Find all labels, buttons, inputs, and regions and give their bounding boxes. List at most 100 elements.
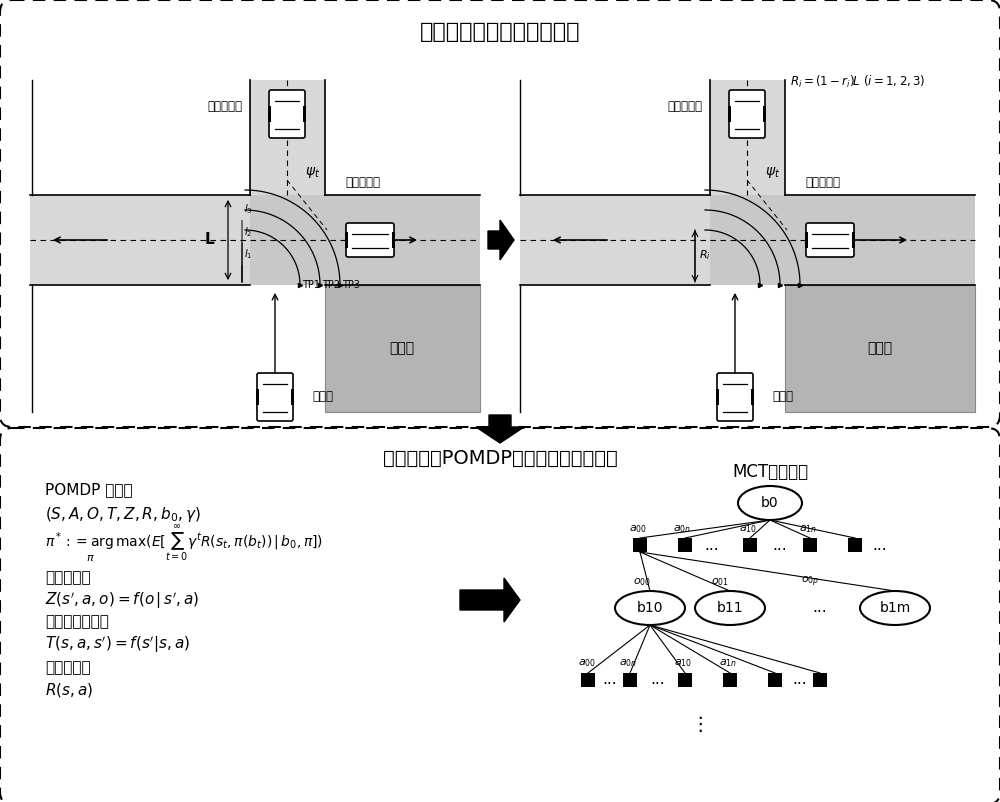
Bar: [291, 389, 294, 405]
Polygon shape: [250, 195, 480, 285]
Text: 无人车: 无人车: [312, 391, 333, 403]
Text: b1m: b1m: [879, 601, 911, 615]
Text: 无人车: 无人车: [772, 391, 793, 403]
Bar: [785, 285, 975, 412]
Text: $(S,A,O,T,Z,R,b_0,\gamma)$: $(S,A,O,T,Z,R,b_0,\gamma)$: [45, 505, 201, 525]
Text: $a_{0n}$: $a_{0n}$: [619, 657, 637, 669]
Bar: [392, 232, 395, 248]
Text: b11: b11: [717, 601, 743, 615]
FancyArrow shape: [476, 415, 524, 443]
Text: $R(s,a)$: $R(s,a)$: [45, 681, 93, 699]
Text: $Z(s',a,o)=f(o\,|\,s',a)$: $Z(s',a,o)=f(o\,|\,s',a)$: [45, 591, 199, 611]
Bar: [763, 106, 766, 122]
Text: L: L: [204, 233, 214, 248]
FancyBboxPatch shape: [257, 373, 293, 421]
Bar: [751, 389, 754, 405]
Text: $\psi_t$: $\psi_t$: [305, 165, 320, 180]
Bar: [325, 285, 480, 412]
Text: $T(s,a,s')=f(s'|s,a)$: $T(s,a,s')=f(s'|s,a)$: [45, 634, 190, 655]
Text: ...: ...: [793, 673, 807, 687]
FancyBboxPatch shape: [0, 428, 1000, 802]
Text: $a_{10}$: $a_{10}$: [739, 523, 757, 535]
Bar: [250, 195, 325, 285]
Bar: [803, 538, 817, 552]
Text: $l_1$: $l_1$: [244, 248, 252, 261]
Text: $R_i=(1-r_i)L\ (i=1,2,3)$: $R_i=(1-r_i)L\ (i=1,2,3)$: [790, 74, 926, 90]
Bar: [303, 106, 306, 122]
Text: $o_{00}$: $o_{00}$: [633, 576, 651, 588]
Bar: [250, 80, 325, 195]
Ellipse shape: [615, 591, 685, 625]
Text: b10: b10: [637, 601, 663, 615]
Text: $\psi_t$: $\psi_t$: [765, 165, 780, 180]
Bar: [345, 232, 348, 248]
FancyBboxPatch shape: [269, 90, 305, 138]
Bar: [785, 195, 975, 285]
Text: 盲区内车辆: 盲区内车辆: [346, 176, 380, 189]
Text: TP1: TP1: [302, 280, 320, 290]
Bar: [268, 106, 271, 122]
Bar: [633, 538, 647, 552]
Ellipse shape: [738, 486, 802, 520]
Text: MCT求解器：: MCT求解器：: [732, 463, 808, 481]
Text: $a_{1n}$: $a_{1n}$: [719, 657, 737, 669]
FancyBboxPatch shape: [346, 223, 394, 257]
Bar: [325, 195, 480, 285]
Ellipse shape: [860, 591, 930, 625]
Text: TP3: TP3: [342, 280, 360, 290]
Bar: [678, 673, 692, 687]
Text: 观测函数：: 观测函数：: [45, 570, 91, 585]
Text: $l_2$: $l_2$: [244, 225, 252, 239]
Text: ...: ...: [651, 673, 665, 687]
Text: ...: ...: [813, 601, 827, 615]
Text: 盲观测车辆: 盲观测车辆: [667, 100, 702, 114]
Text: 障碍物: 障碍物: [867, 341, 893, 355]
FancyArrow shape: [460, 578, 520, 622]
Text: $o_{01}$: $o_{01}$: [711, 576, 729, 588]
Bar: [813, 673, 827, 687]
Bar: [30, 195, 250, 285]
FancyBboxPatch shape: [806, 223, 854, 257]
Text: 概率转移函数：: 概率转移函数：: [45, 614, 109, 630]
Text: 奖励函数：: 奖励函数：: [45, 661, 91, 675]
Text: $a_{0n}$: $a_{0n}$: [673, 523, 691, 535]
Text: 高层框架：候选路径生成器: 高层框架：候选路径生成器: [420, 22, 580, 42]
Text: $R_i$: $R_i$: [699, 248, 711, 262]
Text: 低层框架：POMDP规划器和路径选择器: 低层框架：POMDP规划器和路径选择器: [383, 448, 617, 468]
Bar: [520, 195, 710, 285]
Bar: [256, 389, 259, 405]
Bar: [723, 673, 737, 687]
Text: ⋮: ⋮: [690, 715, 710, 735]
FancyBboxPatch shape: [0, 0, 1000, 427]
Polygon shape: [710, 195, 975, 285]
Bar: [716, 389, 719, 405]
Bar: [805, 232, 808, 248]
Bar: [728, 106, 731, 122]
Text: ...: ...: [873, 537, 887, 553]
Text: 盲区内车辆: 盲区内车辆: [806, 176, 840, 189]
Bar: [678, 538, 692, 552]
Text: b0: b0: [761, 496, 779, 510]
Text: $l_3$: $l_3$: [244, 203, 252, 217]
Text: $a_{1n}$: $a_{1n}$: [799, 523, 817, 535]
Text: POMDP 模型：: POMDP 模型：: [45, 483, 133, 497]
Text: 可观测车辆: 可观测车辆: [207, 100, 242, 114]
Bar: [768, 673, 782, 687]
Text: $a_{00}$: $a_{00}$: [578, 657, 596, 669]
Text: ...: ...: [773, 537, 787, 553]
Text: $a_{10}$: $a_{10}$: [674, 657, 692, 669]
Text: $\pi^*:=\arg\max(E[\sum_{t=0}^{\infty}\gamma^t R(s_t,\pi(b_t))\,|\,b_0,\pi])$: $\pi^*:=\arg\max(E[\sum_{t=0}^{\infty}\g…: [45, 524, 323, 562]
Bar: [852, 232, 855, 248]
Ellipse shape: [695, 591, 765, 625]
Text: $\pi$: $\pi$: [86, 553, 94, 563]
Bar: [581, 673, 595, 687]
Bar: [623, 673, 637, 687]
Bar: [848, 538, 862, 552]
Text: $o_{0p}$: $o_{0p}$: [801, 575, 819, 589]
Text: ...: ...: [603, 673, 617, 687]
Bar: [743, 538, 757, 552]
Text: 障碍物: 障碍物: [389, 341, 415, 355]
FancyBboxPatch shape: [729, 90, 765, 138]
Text: TP2: TP2: [322, 280, 340, 290]
Bar: [710, 80, 785, 195]
